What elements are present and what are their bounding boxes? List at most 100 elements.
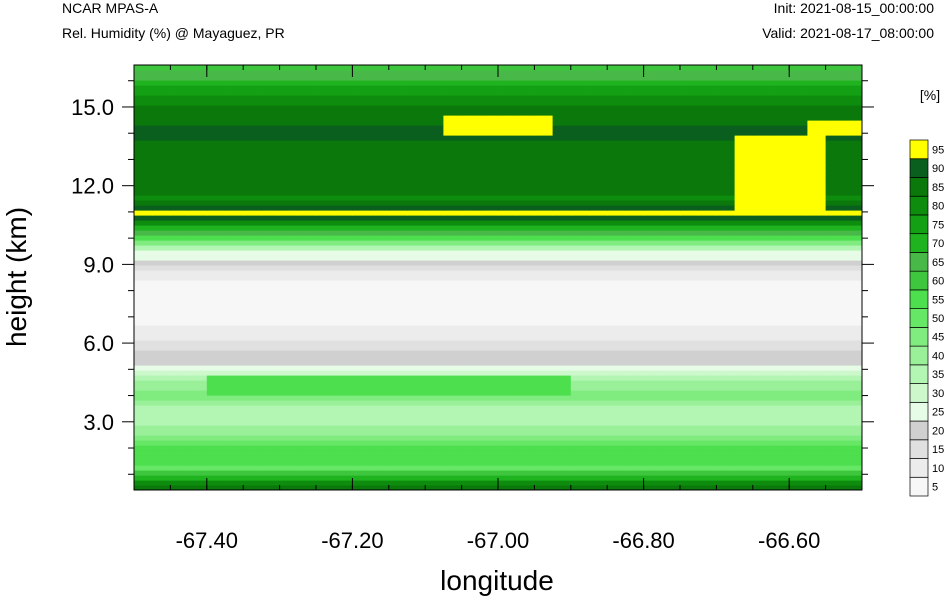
field-cell <box>261 405 281 411</box>
field-cell <box>225 75 244 81</box>
field-cell <box>552 390 572 396</box>
field-cell <box>589 275 608 281</box>
field-cell <box>479 95 499 101</box>
field-cell <box>807 125 827 131</box>
field-cell <box>261 475 281 481</box>
field-cell <box>552 245 572 251</box>
field-cell <box>716 405 736 411</box>
field-cell <box>297 100 317 106</box>
field-cell <box>516 380 535 386</box>
field-cell <box>170 215 190 221</box>
field-cell <box>461 455 481 461</box>
field-cell <box>498 130 517 136</box>
field-cell <box>534 150 554 156</box>
field-cell <box>388 440 408 446</box>
field-cell <box>734 240 754 246</box>
field-cell <box>734 125 754 131</box>
field-cell <box>243 325 262 331</box>
field-cell <box>607 425 626 431</box>
field-cell <box>334 155 353 161</box>
field-cell <box>352 190 372 196</box>
field-cell <box>498 190 517 196</box>
field-cell <box>752 175 772 181</box>
field-cell <box>388 240 408 246</box>
field-cell <box>570 400 590 406</box>
field-cell <box>607 415 626 421</box>
field-cell <box>352 420 372 426</box>
field-cell <box>243 285 262 291</box>
field-cell <box>443 365 463 371</box>
field-cell <box>698 340 717 346</box>
field-cell <box>698 370 717 376</box>
field-cell <box>498 115 517 121</box>
field-cell <box>734 70 754 76</box>
field-cell <box>607 430 626 436</box>
field-cell <box>607 305 626 311</box>
field-cell <box>316 305 335 311</box>
field-cell <box>661 320 681 326</box>
field-cell <box>279 480 299 486</box>
field-cell <box>716 225 736 231</box>
field-cell <box>134 350 153 356</box>
field-cell <box>825 130 845 136</box>
field-cell <box>316 450 335 456</box>
field-cell <box>607 145 626 151</box>
field-cell <box>807 340 827 346</box>
field-cell <box>752 180 772 186</box>
field-cell <box>698 185 717 191</box>
field-cell <box>206 440 226 446</box>
field-cell <box>661 450 681 456</box>
field-cell <box>843 310 862 316</box>
field-cell <box>661 420 681 426</box>
field-cell <box>643 70 663 76</box>
field-cell <box>807 175 827 181</box>
field-cell <box>716 235 736 241</box>
field-cell <box>243 245 262 251</box>
colorbar-unit-label: [%] <box>920 87 940 103</box>
field-cell <box>297 420 317 426</box>
field-cell <box>479 80 499 86</box>
field-cell <box>134 180 153 186</box>
field-cell <box>170 255 190 261</box>
field-cell <box>388 385 408 391</box>
field-cell <box>206 130 226 136</box>
field-cell <box>843 75 862 81</box>
field-cell <box>334 445 353 451</box>
field-cell <box>352 410 372 416</box>
field-cell <box>443 190 463 196</box>
field-cell <box>752 160 772 166</box>
field-cell <box>479 125 499 131</box>
field-cell <box>225 425 244 431</box>
field-cell <box>316 420 335 426</box>
field-cell <box>516 420 535 426</box>
field-cell <box>843 295 862 301</box>
field-cell <box>370 120 390 126</box>
field-cell <box>825 145 845 151</box>
field-cell <box>370 75 390 81</box>
colorbar-box <box>909 401 929 422</box>
field-cell <box>334 325 353 331</box>
field-cell <box>516 390 535 396</box>
field-cell <box>825 405 845 411</box>
field-cell <box>479 155 499 161</box>
field-cell <box>625 215 645 221</box>
field-cell <box>279 370 299 376</box>
field-cell <box>570 275 590 281</box>
field-cell <box>589 365 608 371</box>
field-cell <box>807 160 827 166</box>
field-cell <box>225 225 244 231</box>
field-cell <box>152 465 171 471</box>
field-cell <box>352 385 372 391</box>
field-cell <box>443 205 463 211</box>
field-cell <box>716 475 736 481</box>
field-cell <box>134 185 153 191</box>
field-cell <box>752 245 772 251</box>
field-cell <box>534 335 554 341</box>
field-cell <box>752 280 772 286</box>
field-cell <box>334 165 353 171</box>
field-cell <box>188 65 208 71</box>
field-cell <box>752 325 772 331</box>
field-cell <box>388 360 408 366</box>
field-cell <box>516 180 535 186</box>
